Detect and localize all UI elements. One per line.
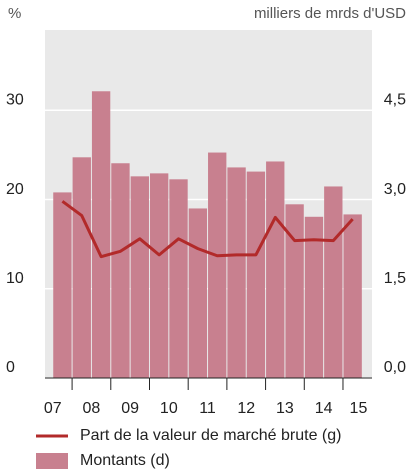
bar [130, 176, 149, 378]
bar [227, 167, 246, 378]
bar [188, 208, 208, 378]
x-tick-label: 11 [199, 400, 216, 417]
legend-swatch [36, 453, 68, 469]
bar [72, 157, 91, 378]
bar [304, 216, 324, 378]
x-tick-label: 10 [160, 400, 178, 417]
bar [169, 179, 188, 378]
x-tick-label: 14 [315, 400, 333, 417]
bar [111, 163, 130, 378]
y-tick-label: 30 [6, 92, 24, 109]
y-tick-label: 20 [6, 181, 24, 198]
y2-tick-label: 4,5 [384, 92, 406, 109]
bar [208, 152, 227, 378]
line [61, 200, 354, 259]
y-tick-label: 0 [6, 359, 15, 376]
bar [343, 214, 362, 378]
bar [266, 161, 285, 378]
y2-tick-label: 0,0 [384, 359, 406, 376]
bar [285, 204, 304, 378]
bar [149, 173, 169, 378]
legend-label: Montants (d) [80, 452, 170, 469]
y-axis-label: % [8, 5, 21, 22]
bar [246, 171, 266, 378]
x-tick-label: 09 [121, 400, 139, 417]
x-tick-label: 13 [276, 400, 294, 417]
y-tick-label: 10 [6, 270, 24, 287]
x-tick-label: 15 [350, 400, 368, 417]
legend-label: Part de la valeur de marché brute (g) [80, 427, 341, 444]
x-tick-label: 08 [83, 400, 101, 417]
y2-axis-label: milliers de mrds d'USD [254, 5, 406, 22]
y2-tick-label: 3,0 [384, 181, 406, 198]
x-tick-label: 12 [237, 400, 255, 417]
bar [324, 186, 343, 378]
bar [53, 192, 72, 378]
x-tick-label: 07 [44, 400, 62, 417]
bar [91, 91, 111, 379]
y2-tick-label: 1,5 [384, 270, 406, 287]
